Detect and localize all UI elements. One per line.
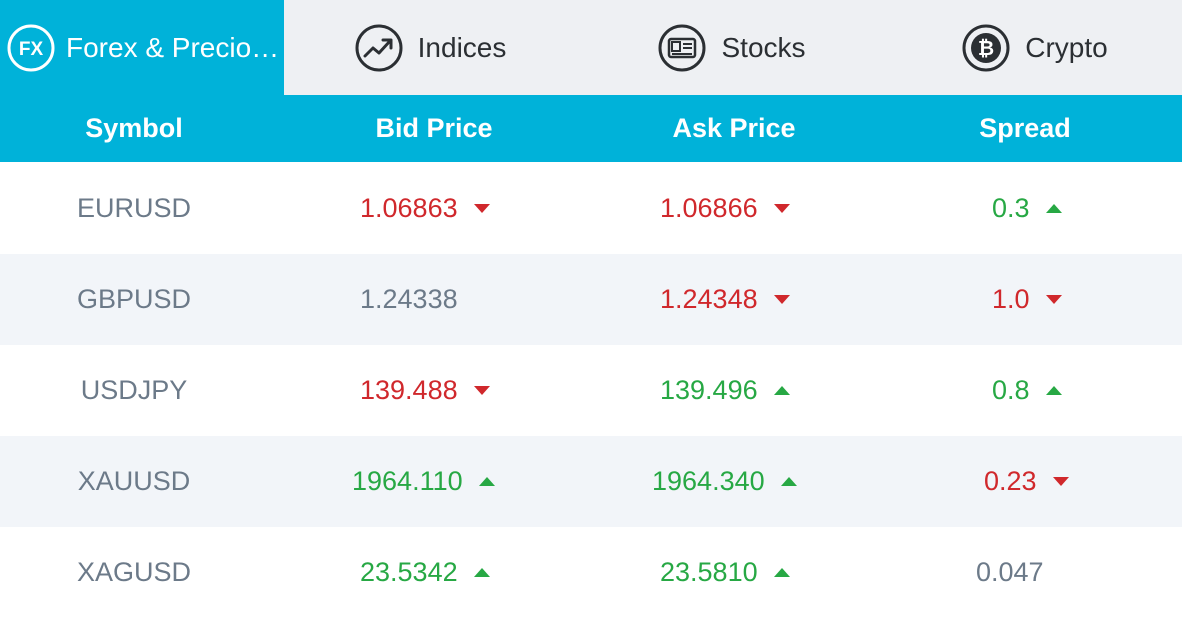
trend-chart-icon bbox=[354, 23, 404, 73]
table-row[interactable]: XAGUSD 23.5342 23.5810 0.047 bbox=[0, 527, 1182, 618]
price-direction-icon bbox=[780, 477, 797, 486]
spread-cell: 0.3 bbox=[868, 162, 1182, 254]
price-direction-icon bbox=[773, 203, 790, 213]
stock-certificate-icon bbox=[657, 23, 707, 73]
tab-label: Forex & Precio… bbox=[66, 31, 280, 63]
ask-value: 1.24348 bbox=[660, 284, 758, 314]
spread-cell: 0.8 bbox=[868, 345, 1182, 436]
bid-value: 1964.110 bbox=[352, 466, 463, 496]
price-direction-icon bbox=[773, 568, 790, 577]
spread-direction-icon bbox=[1045, 386, 1062, 395]
ask-value: 1964.340 bbox=[652, 466, 765, 496]
bid-cell: 1964.110 bbox=[268, 436, 600, 527]
tab-label: Crypto bbox=[1025, 31, 1108, 63]
table-row[interactable]: USDJPY 139.488 139.496 0.8 bbox=[0, 345, 1182, 436]
tab-forex[interactable]: FX Forex & Precio… bbox=[0, 0, 284, 95]
symbol-cell: USDJPY bbox=[80, 375, 188, 405]
tab-indices[interactable]: Indices bbox=[284, 0, 576, 95]
spread-direction-icon bbox=[1045, 295, 1062, 304]
svg-text:₿: ₿ bbox=[978, 38, 994, 60]
ask-value: 1.06866 bbox=[660, 192, 758, 223]
spread-value: 0.047 bbox=[976, 557, 1044, 587]
ask-cell: 1964.340 bbox=[600, 436, 868, 527]
spread-direction-icon bbox=[1045, 203, 1062, 213]
bid-cell: 1.24338 bbox=[268, 254, 600, 345]
bitcoin-icon: ₿ bbox=[961, 23, 1011, 73]
fx-icon: FX bbox=[6, 23, 56, 73]
bid-value: 1.24338 bbox=[360, 284, 458, 314]
spread-direction-icon bbox=[1052, 477, 1069, 486]
ask-cell: 23.5810 bbox=[600, 527, 868, 618]
column-header-ask[interactable]: Ask Price bbox=[672, 113, 796, 143]
column-header-symbol[interactable]: Symbol bbox=[85, 113, 183, 143]
price-direction-icon bbox=[473, 203, 490, 213]
ask-cell: 1.24348 bbox=[600, 254, 868, 345]
column-header-bid[interactable]: Bid Price bbox=[375, 113, 493, 143]
spread-cell: 0.047 bbox=[868, 527, 1182, 618]
ask-value: 139.496 bbox=[660, 375, 758, 405]
quotes-table-body: EURUSD 1.06863 1.06866 0.3 GBPUSD 1.2433… bbox=[0, 162, 1182, 618]
bid-cell: 23.5342 bbox=[268, 527, 600, 618]
price-direction-icon bbox=[773, 295, 790, 304]
symbol-cell: EURUSD bbox=[76, 192, 191, 223]
price-direction-icon bbox=[478, 477, 495, 486]
table-row[interactable]: XAUUSD 1964.110 1964.340 0.23 bbox=[0, 436, 1182, 527]
symbol-cell: XAGUSD bbox=[76, 557, 192, 587]
ask-cell: 139.496 bbox=[600, 345, 868, 436]
bid-value: 139.488 bbox=[360, 375, 458, 405]
bid-value: 1.06863 bbox=[360, 192, 458, 223]
tab-stocks[interactable]: Stocks bbox=[576, 0, 887, 95]
tab-label: Stocks bbox=[721, 31, 806, 63]
column-header-spread[interactable]: Spread bbox=[979, 113, 1071, 143]
bid-value: 23.5342 bbox=[360, 557, 458, 587]
price-direction-icon bbox=[473, 386, 490, 395]
ask-cell: 1.06866 bbox=[600, 162, 868, 254]
tab-label: Indices bbox=[417, 31, 507, 63]
ask-value: 23.5810 bbox=[660, 557, 758, 587]
spread-value: 0.3 bbox=[992, 192, 1030, 223]
table-row[interactable]: GBPUSD 1.24338 1.24348 1.0 bbox=[0, 254, 1182, 345]
table-header: Symbol Bid Price Ask Price Spread bbox=[0, 95, 1182, 162]
spread-value: 1.0 bbox=[992, 284, 1030, 314]
table-row[interactable]: EURUSD 1.06863 1.06866 0.3 bbox=[0, 162, 1182, 254]
price-direction-icon bbox=[473, 568, 490, 577]
symbol-cell: XAUUSD bbox=[77, 466, 191, 496]
spread-cell: 1.0 bbox=[868, 254, 1182, 345]
market-tabs: FX Forex & Precio… Indices bbox=[0, 0, 1182, 95]
spread-cell: 0.23 bbox=[868, 436, 1182, 527]
bid-cell: 1.06863 bbox=[268, 162, 600, 254]
tab-crypto[interactable]: ₿ Crypto bbox=[887, 0, 1182, 95]
spread-value: 0.8 bbox=[992, 375, 1030, 405]
bid-cell: 139.488 bbox=[268, 345, 600, 436]
fx-icon-text: FX bbox=[19, 39, 44, 60]
price-direction-icon bbox=[773, 386, 790, 395]
spread-value: 0.23 bbox=[984, 466, 1037, 496]
symbol-cell: GBPUSD bbox=[76, 284, 192, 314]
